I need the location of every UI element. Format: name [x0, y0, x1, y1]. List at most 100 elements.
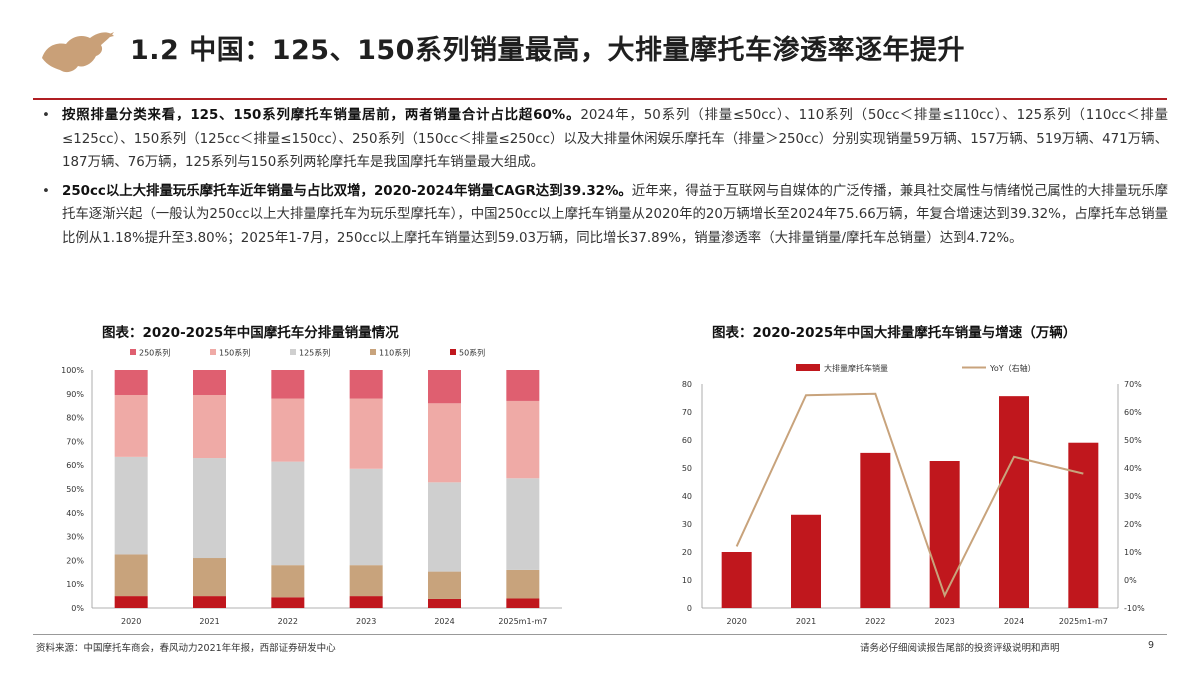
legend-label: 110系列 — [379, 348, 410, 358]
page-title: 1.2 中国：125、150系列销量最高，大排量摩托车渗透率逐年提升 — [130, 35, 965, 66]
x-tick-label: 2020 — [121, 617, 141, 626]
y-tick-label: 80% — [66, 414, 84, 423]
legend-swatch — [796, 364, 820, 371]
bullet: • — [42, 183, 50, 199]
y-tick-label: 40% — [66, 509, 84, 518]
legend-label: 250系列 — [139, 348, 170, 358]
paragraph-1-lead: 按照排量分类来看，125、150系列摩托车销量居前，两者销量合计占比超60%。 — [62, 108, 581, 123]
bar-segment — [428, 482, 461, 572]
x-tick-label: 2025m1-m7 — [1059, 617, 1108, 626]
y2-tick-label: -10% — [1124, 604, 1145, 613]
legend-swatch — [290, 349, 296, 355]
x-tick-label: 2021 — [796, 617, 816, 626]
y2-tick-label: 60% — [1124, 408, 1142, 417]
bar-segment — [428, 571, 461, 599]
y2-tick-label: 40% — [1124, 464, 1142, 473]
bar-segment — [271, 565, 305, 598]
y-tick-label: 20 — [682, 548, 692, 557]
bar — [1068, 442, 1099, 608]
y-tick-label: 90% — [66, 390, 84, 399]
y-tick-label: 0 — [687, 604, 692, 613]
disclaimer: 请务必仔细阅读报告尾部的投资评级说明和声明 — [860, 643, 1060, 654]
bar-segment — [271, 597, 305, 608]
bar-segment — [193, 394, 226, 459]
bull-logo-icon — [42, 32, 114, 73]
bar-segment — [193, 370, 226, 395]
bar-segment — [428, 370, 461, 404]
header: 1.2 中国：125、150系列销量最高，大排量摩托车渗透率逐年提升 — [0, 0, 1200, 100]
bar-segment — [114, 596, 148, 608]
y-tick-label: 0% — [71, 604, 84, 613]
bar-segment — [114, 554, 148, 597]
title-divider — [33, 98, 1167, 100]
bar-segment — [349, 596, 383, 608]
legend-label: 150系列 — [219, 348, 250, 358]
legend-label: 大排量摩托车销量 — [824, 363, 888, 373]
x-tick-label: 2021 — [199, 617, 219, 626]
bar-segment — [193, 596, 226, 608]
bar-segment — [349, 398, 383, 469]
paragraph-2-text: 近年来，得益于互联网与自媒体的广泛传播，兼具社交属性与情绪悦己属性的大排量玩乐摩… — [62, 183, 1169, 246]
y-tick-label: 70% — [66, 437, 84, 446]
y-tick-label: 60 — [682, 436, 692, 445]
legend-swatch — [450, 349, 456, 355]
x-tick-label: 2023 — [934, 617, 954, 626]
bar-segment — [271, 370, 305, 399]
chart-1-title: 图表：2020-2025年中国摩托车分排量销量情况 — [102, 325, 399, 341]
y-tick-label: 50 — [682, 464, 692, 473]
bar-segment — [349, 370, 383, 399]
y-tick-label: 40 — [682, 492, 692, 501]
legend-swatch — [130, 349, 136, 355]
bar-segment — [506, 569, 540, 599]
bar-segment — [349, 565, 383, 597]
yoy-line — [735, 392, 1084, 598]
source-note: 资料来源：中国摩托车商会，春风动力2021年年报，西部证券研发中心 — [36, 643, 336, 654]
y2-tick-label: 20% — [1124, 520, 1142, 529]
bar — [721, 552, 752, 608]
x-tick-label: 2020 — [726, 617, 746, 626]
y-tick-label: 70 — [682, 408, 692, 417]
y2-tick-label: 70% — [1124, 380, 1142, 389]
bar-segment — [349, 468, 383, 566]
y-tick-label: 30 — [682, 520, 692, 529]
legend-label: YoY（右轴） — [989, 363, 1036, 373]
paragraph-1-text: 2024年，50系列（排量≤50cc）、110系列（50cc＜排量≤110cc）… — [62, 108, 1168, 170]
paragraph-2: • 250cc以上大排量玩乐摩托车近年销量与占比双增，2020-2024年销量CA… — [40, 180, 1168, 251]
y-tick-label: 10 — [682, 576, 692, 585]
y-tick-label: 20% — [66, 556, 84, 565]
page-number: 9 — [1148, 640, 1155, 651]
bar-segment — [428, 598, 461, 608]
chart-1-stacked-bar: 250系列 150系列 125系列 110系列 50系列 0% 10% 20% 30% 40% 50… — [61, 348, 562, 626]
bar — [791, 514, 821, 608]
bar-segment — [428, 403, 461, 483]
y-tick-label: 50% — [66, 485, 84, 494]
y2-tick-label: 50% — [1124, 436, 1142, 445]
bullet: • — [42, 108, 50, 123]
y2-tick-label: 10% — [1124, 548, 1142, 557]
x-tick-label: 2025m1-m7 — [498, 617, 547, 626]
bar-segment — [114, 456, 148, 555]
legend-swatch — [370, 349, 376, 355]
x-tick-label: 2023 — [356, 617, 376, 626]
y2-tick-label: 30% — [1124, 492, 1142, 501]
x-tick-label: 2022 — [278, 617, 298, 626]
bar-segment — [271, 398, 305, 462]
bar-segment — [114, 394, 148, 457]
legend-swatch — [210, 349, 216, 355]
bar-segment — [114, 370, 148, 395]
paragraph-2-lead: 250cc以上大排量玩乐摩托车近年销量与占比双增，2020-2024年销量CAG… — [62, 183, 632, 199]
chart-2-bar-line: 大排量摩托车销量 YoY（右轴） 0 10 20 30 40 50 60 70 80 -10% 0% 10… — [682, 363, 1145, 626]
y-tick-label: 60% — [66, 461, 84, 470]
bar-segment — [506, 598, 540, 608]
x-tick-label: 2024 — [434, 617, 454, 626]
bar-segment — [193, 558, 226, 597]
x-tick-label: 2024 — [1004, 617, 1024, 626]
bar-segment — [271, 461, 305, 566]
x-tick-label: 2022 — [865, 617, 885, 626]
footer-divider — [33, 634, 1167, 635]
y2-tick-label: 0% — [1124, 576, 1137, 585]
y-tick-label: 80 — [682, 380, 692, 389]
chart-2-title: 图表：2020-2025年中国大排量摩托车销量与增速（万辆） — [712, 325, 1077, 341]
paragraph-1: • 按照排量分类来看，125、150系列摩托车销量居前，两者销量合计占比超60%。… — [40, 104, 1168, 175]
bar-segment — [193, 458, 226, 559]
